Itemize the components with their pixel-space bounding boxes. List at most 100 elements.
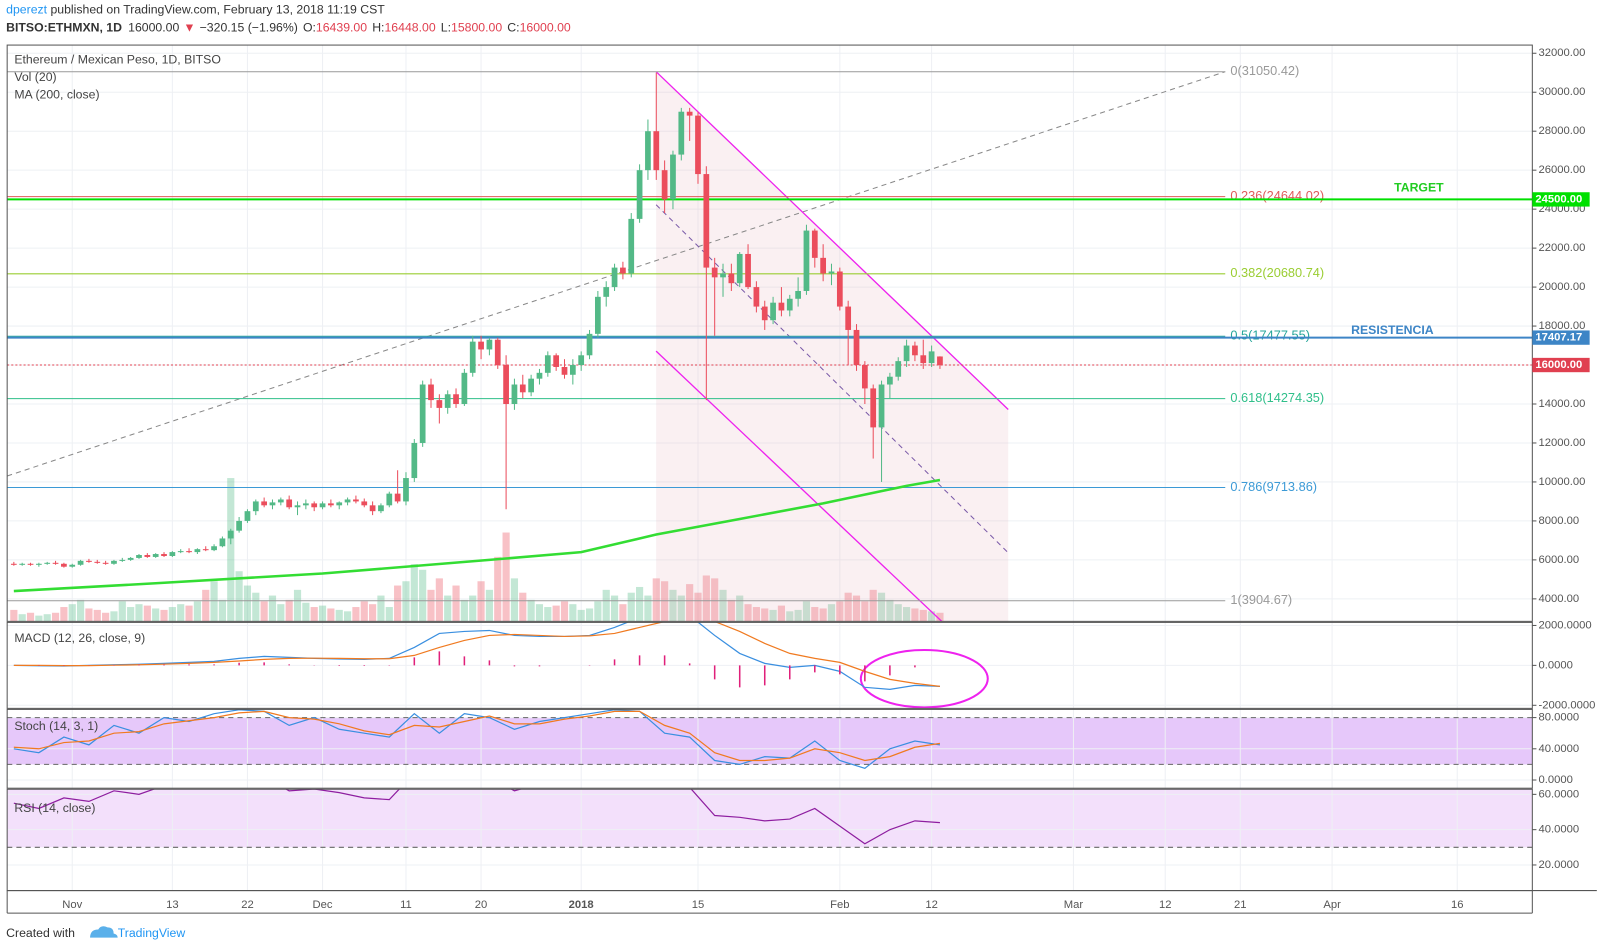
author[interactable]: dperezt xyxy=(6,3,48,17)
volume-bar xyxy=(886,599,894,622)
y-tick-label: 28000.00 xyxy=(1538,125,1585,137)
ohlc-value: 16000.00 xyxy=(520,21,571,35)
candle-body xyxy=(803,230,810,291)
candle-body xyxy=(227,530,234,539)
volume-bar xyxy=(477,581,485,622)
volume-bar xyxy=(51,612,60,622)
y-tick-label: 20000.00 xyxy=(1538,281,1585,293)
candle-body xyxy=(378,505,384,512)
ohlc-key: C: xyxy=(507,21,519,35)
volume-bar xyxy=(794,609,802,622)
volume-bar xyxy=(911,608,919,622)
brand[interactable]: TradingView xyxy=(118,926,186,940)
volume-bar xyxy=(18,614,26,622)
volume-bar xyxy=(585,608,594,622)
volume-bar xyxy=(60,607,68,622)
candle-body xyxy=(845,306,852,330)
candle-body xyxy=(720,273,726,278)
volume-bar xyxy=(110,611,118,622)
candle-body xyxy=(136,555,142,558)
volume-bar xyxy=(711,578,719,622)
candle-body xyxy=(745,253,751,288)
volume-bar xyxy=(736,595,744,622)
y-tick-label: 22000.00 xyxy=(1538,242,1585,254)
volume-bar xyxy=(811,607,819,622)
y-tick-label: 30000.00 xyxy=(1538,86,1585,98)
candle-body xyxy=(411,442,418,479)
x-tick-label: 12 xyxy=(1159,899,1172,911)
candle-body xyxy=(670,154,676,200)
candle-body xyxy=(586,333,593,356)
candle-body xyxy=(461,372,468,405)
candle-body xyxy=(286,499,293,508)
candle-body xyxy=(528,378,534,393)
byline: dperezt published on TradingView.com, Fe… xyxy=(6,3,385,17)
volume-bar xyxy=(43,614,51,622)
candle-body xyxy=(294,505,301,508)
volume-bar xyxy=(352,607,360,622)
candle-body xyxy=(177,551,184,553)
volume-bar xyxy=(502,532,510,622)
volume-bar xyxy=(619,604,627,622)
y-tick-label: 4000.00 xyxy=(1538,593,1579,605)
candle-body xyxy=(144,555,151,557)
y-tick-label: 40.0000 xyxy=(1538,743,1579,755)
ohlc-value: 15800.00 xyxy=(451,21,502,35)
volume-bar xyxy=(802,601,811,622)
x-tick-label: 11 xyxy=(400,899,412,911)
pane-layer xyxy=(10,478,944,622)
volume-bar xyxy=(594,601,602,622)
volume-bar xyxy=(193,601,201,622)
candle-body xyxy=(252,501,259,512)
volume-bar xyxy=(544,607,552,622)
candle-body xyxy=(494,339,501,366)
candle-body xyxy=(44,562,51,564)
volume-bar xyxy=(877,592,886,622)
volume-bar xyxy=(143,605,151,622)
volume-bar xyxy=(10,609,18,622)
y-tick-label: 20.0000 xyxy=(1538,859,1579,871)
candle-body xyxy=(119,559,126,561)
volume-bar xyxy=(769,609,777,622)
volume-bar xyxy=(627,592,635,622)
candle-body xyxy=(277,499,284,503)
ohlc-key: L: xyxy=(441,21,451,35)
volume-bar xyxy=(252,592,260,622)
volume-bar xyxy=(761,608,769,622)
candle-body xyxy=(828,271,835,274)
volume-bar xyxy=(118,601,126,622)
x-tick-label: 16 xyxy=(1451,899,1464,911)
circle-mark xyxy=(859,648,989,709)
candle-body xyxy=(661,170,668,200)
candle-body xyxy=(937,356,943,366)
channel-lower xyxy=(655,350,943,622)
x-tick-label: 22 xyxy=(241,899,254,911)
pane-title: MACD (12, 26, close, 9) xyxy=(14,631,145,645)
candle-body xyxy=(636,170,643,219)
volume-bar xyxy=(243,585,252,622)
y-tick-label: 18000.00 xyxy=(1538,320,1585,332)
candle-body xyxy=(244,511,251,521)
candle-body xyxy=(795,290,801,299)
candle-body xyxy=(419,384,426,443)
candle-body xyxy=(511,384,518,405)
x-tick-label: 2018 xyxy=(569,899,594,911)
fib-label: 0.786(9713.86) xyxy=(1230,479,1317,494)
volume-bar xyxy=(460,599,468,622)
volume-bar xyxy=(719,589,727,622)
candle-body xyxy=(186,551,192,553)
pane-layer xyxy=(13,622,941,687)
volume-bar xyxy=(302,602,310,622)
candle-body xyxy=(102,562,109,564)
volume-bar xyxy=(410,564,418,622)
volume-bar xyxy=(369,604,377,622)
volume-bar xyxy=(836,601,844,622)
price-label-box xyxy=(1532,192,1590,207)
candle-body xyxy=(302,503,309,506)
volume-bar xyxy=(268,595,277,622)
volume-bar xyxy=(452,585,460,622)
candle-body xyxy=(211,546,217,551)
volume-bar xyxy=(68,604,76,622)
marks: 0(31050.42) 0.236(24644.02) 0.382(20680.74… xyxy=(7,63,1533,845)
volume-bar xyxy=(527,599,535,622)
